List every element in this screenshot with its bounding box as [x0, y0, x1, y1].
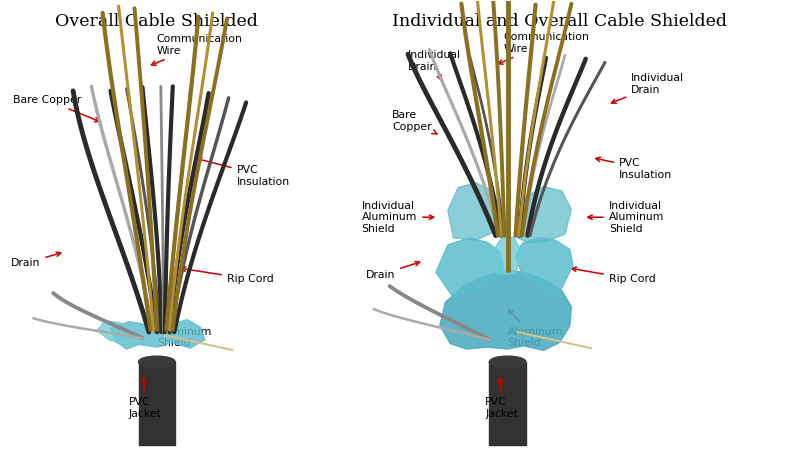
Text: Rip Cord: Rip Cord — [182, 267, 274, 284]
Text: Bare
Copper: Bare Copper — [392, 110, 438, 134]
Text: Communication
Wire: Communication Wire — [498, 32, 590, 64]
Ellipse shape — [490, 356, 526, 368]
FancyBboxPatch shape — [138, 362, 175, 444]
Text: PVC
Jacket: PVC Jacket — [486, 378, 518, 419]
Text: Individual
Drain: Individual Drain — [611, 73, 684, 103]
Text: PVC
Jacket: PVC Jacket — [129, 378, 162, 419]
Text: Individual
Aluminum
Shield: Individual Aluminum Shield — [588, 201, 664, 234]
Polygon shape — [515, 238, 573, 298]
FancyBboxPatch shape — [490, 362, 526, 444]
Polygon shape — [436, 238, 504, 298]
Polygon shape — [440, 270, 571, 350]
Text: PVC
Insulation: PVC Insulation — [197, 158, 290, 187]
Text: PVC
Insulation: PVC Insulation — [596, 157, 672, 180]
Text: Drain: Drain — [366, 261, 420, 280]
Text: Rip Cord: Rip Cord — [572, 267, 656, 284]
Ellipse shape — [138, 356, 175, 368]
Text: Aluminum
Shield: Aluminum Shield — [508, 310, 563, 348]
Polygon shape — [515, 187, 571, 243]
Text: Individual
Aluminum
Shield: Individual Aluminum Shield — [362, 201, 434, 234]
Text: Aluminum
Shield: Aluminum Shield — [152, 310, 212, 348]
Polygon shape — [492, 237, 522, 274]
Polygon shape — [110, 320, 205, 349]
Text: Individual and Overall Cable Shielded: Individual and Overall Cable Shielded — [392, 13, 727, 30]
Polygon shape — [97, 321, 123, 343]
Text: Overall Cable Shielded: Overall Cable Shielded — [55, 13, 258, 30]
Polygon shape — [448, 183, 500, 240]
Text: Communication
Wire: Communication Wire — [151, 34, 242, 65]
Text: Bare Copper: Bare Copper — [14, 95, 99, 122]
Text: Individual
Drain: Individual Drain — [408, 50, 461, 80]
Text: Drain: Drain — [11, 252, 61, 268]
